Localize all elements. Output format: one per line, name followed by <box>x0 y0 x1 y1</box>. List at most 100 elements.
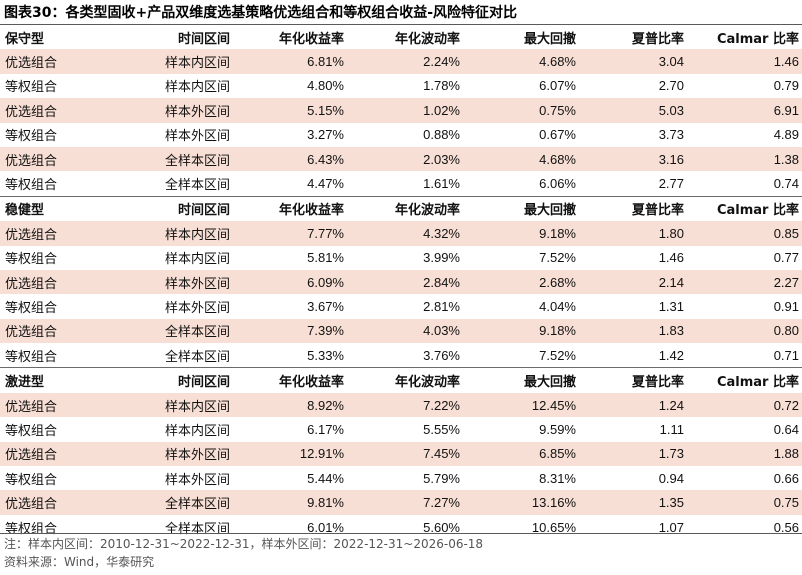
table-cell: 样本外区间 <box>96 441 232 467</box>
table-row: 等权组合 样本外区间 3.27% 0.88% 0.67% 3.73 4.89 <box>0 123 802 147</box>
table-cell: 13.16% <box>464 490 580 515</box>
table-cell: 4.80% <box>307 78 344 94</box>
table-cell: 优选组合 <box>0 269 96 295</box>
table-cell: 0.67% <box>539 127 576 143</box>
table-row: 等权组合 样本内区间 4.80% 1.78% 6.07% 2.70 0.79 <box>0 74 802 98</box>
table-cell: 0.75 <box>688 490 802 515</box>
table-cell: 9.18% <box>464 318 580 344</box>
table-cell: 4.68% <box>464 146 580 172</box>
table-cell: 0.85 <box>688 221 802 246</box>
table-cell: 样本外区间 <box>96 98 232 123</box>
table-cell: 5.15% <box>232 98 348 123</box>
table-row: 优选组合 样本内区间 8.92% 7.22% 12.45% 1.24 0.72 <box>0 392 802 418</box>
table-cell: 3.76% <box>423 347 460 363</box>
table-cell: 2.27 <box>688 269 802 295</box>
table-cell: 1.24 <box>580 392 688 418</box>
table-row: 等权组合 全样本区间 6.01% 5.60% 10.65% 1.07 0.56 <box>0 515 802 539</box>
column-header: 最大回撤 <box>464 195 580 222</box>
table-cell: 5.60% <box>423 519 460 535</box>
section-title: 激进型 <box>0 367 96 393</box>
comparison-table: 保守型 时间区间 年化收益率 年化波动率 最大回撤 夏普比率 Calmar 比率 优选组合 样本… <box>0 25 802 539</box>
table-cell: 0.94 <box>658 470 684 486</box>
table-cell: 7.45% <box>348 441 464 467</box>
table-cell: 全样本区间 <box>164 521 230 537</box>
table-row: 优选组合 样本内区间 6.81% 2.24% 4.68% 3.04 1.46 <box>0 49 802 74</box>
table-cell: 9.81% <box>232 490 348 515</box>
table-cell: 等权组合 <box>5 472 58 488</box>
table-cell: 优选组合 <box>0 392 96 418</box>
table-cell: 5.79% <box>423 470 460 486</box>
table-cell: 样本内区间 <box>96 221 232 246</box>
table-cell: 5.44% <box>307 470 344 486</box>
table-cell: 等权组合 <box>5 300 58 316</box>
column-header: 时间区间 <box>96 367 232 393</box>
table-cell: 全样本区间 <box>164 349 230 365</box>
table-cell: 等权组合 <box>5 349 58 365</box>
table-cell: 6.17% <box>307 421 344 437</box>
column-header: 年化波动率 <box>348 367 464 393</box>
section-header-row: 稳健型 时间区间 年化收益率 年化波动率 最大回撤 夏普比率 Calmar 比率 <box>0 195 802 222</box>
table-cell: 等权组合 <box>5 521 58 537</box>
table-cell: 6.01% <box>307 519 344 535</box>
column-header: 年化收益率 <box>232 195 348 222</box>
table-cell: 4.03% <box>348 318 464 344</box>
column-header: 年化收益率 <box>232 367 348 393</box>
table-cell: 12.91% <box>232 441 348 467</box>
table-cell: 12.45% <box>464 392 580 418</box>
table-cell: 2.24% <box>348 49 464 74</box>
table-row: 优选组合 全样本区间 6.43% 2.03% 4.68% 3.16 1.38 <box>0 146 802 172</box>
table-cell: 1.78% <box>423 78 460 94</box>
table-cell: 0.80 <box>688 318 802 344</box>
table-row: 等权组合 样本内区间 5.81% 3.99% 7.52% 1.46 0.77 <box>0 246 802 270</box>
table-cell: 优选组合 <box>0 441 96 467</box>
table-cell: 优选组合 <box>0 221 96 246</box>
table-row: 优选组合 全样本区间 7.39% 4.03% 9.18% 1.83 0.80 <box>0 318 802 344</box>
table-cell: 全样本区间 <box>164 178 230 194</box>
column-header: 最大回撤 <box>523 31 576 47</box>
table-cell: 6.07% <box>539 78 576 94</box>
table-cell: 优选组合 <box>0 490 96 515</box>
table-cell: 样本内区间 <box>164 80 230 96</box>
table-cell: 7.52% <box>539 250 576 266</box>
table-cell: 等权组合 <box>5 178 58 194</box>
table-cell: 0.91 <box>773 298 799 314</box>
table-cell: 样本外区间 <box>164 300 230 316</box>
table-cell: 6.91 <box>688 98 802 123</box>
table-cell: 3.27% <box>307 127 344 143</box>
table-cell: 2.03% <box>348 146 464 172</box>
table-cell: 1.35 <box>580 490 688 515</box>
table-cell: 1.73 <box>580 441 688 467</box>
table-cell: 优选组合 <box>0 318 96 344</box>
table-cell: 2.81% <box>423 298 460 314</box>
table-cell: 7.52% <box>539 347 576 363</box>
table-cell: 1.88 <box>688 441 802 467</box>
table-cell: 样本外区间 <box>164 472 230 488</box>
data-source-note: 资料来源：Wind，华泰研究 <box>4 555 155 569</box>
table-cell: 全样本区间 <box>96 490 232 515</box>
section-header-row: 保守型 时间区间 年化收益率 年化波动率 最大回撤 夏普比率 Calmar 比率 <box>0 25 802 49</box>
table-cell: 等权组合 <box>5 423 58 439</box>
table-cell: 等权组合 <box>5 129 58 145</box>
table-cell: 6.09% <box>232 269 348 295</box>
table-cell: 1.31 <box>658 298 684 314</box>
table-cell: 0.79 <box>773 78 799 94</box>
table-cell: 4.32% <box>348 221 464 246</box>
table-cell: 7.27% <box>348 490 464 515</box>
table-cell: 5.03 <box>580 98 688 123</box>
table-row: 等权组合 样本外区间 5.44% 5.79% 8.31% 0.94 0.66 <box>0 466 802 490</box>
section-title: 稳健型 <box>0 195 96 222</box>
column-header: 年化收益率 <box>278 31 344 47</box>
table-cell: 1.61% <box>423 176 460 192</box>
column-header: 年化波动率 <box>348 195 464 222</box>
table-cell: 3.04 <box>580 49 688 74</box>
table-cell: 0.74 <box>773 176 799 192</box>
table-cell: 6.81% <box>232 49 348 74</box>
column-header: 夏普比率 <box>580 195 688 222</box>
table-cell: 3.99% <box>423 250 460 266</box>
column-header: 夏普比率 <box>631 31 684 47</box>
section-title: 保守型 <box>5 31 45 47</box>
table-row: 优选组合 样本外区间 5.15% 1.02% 0.75% 5.03 6.91 <box>0 98 802 123</box>
column-header: Calmar 比率 <box>688 367 802 393</box>
column-header: 最大回撤 <box>464 367 580 393</box>
table-row: 优选组合 样本外区间 6.09% 2.84% 2.68% 2.14 2.27 <box>0 269 802 295</box>
